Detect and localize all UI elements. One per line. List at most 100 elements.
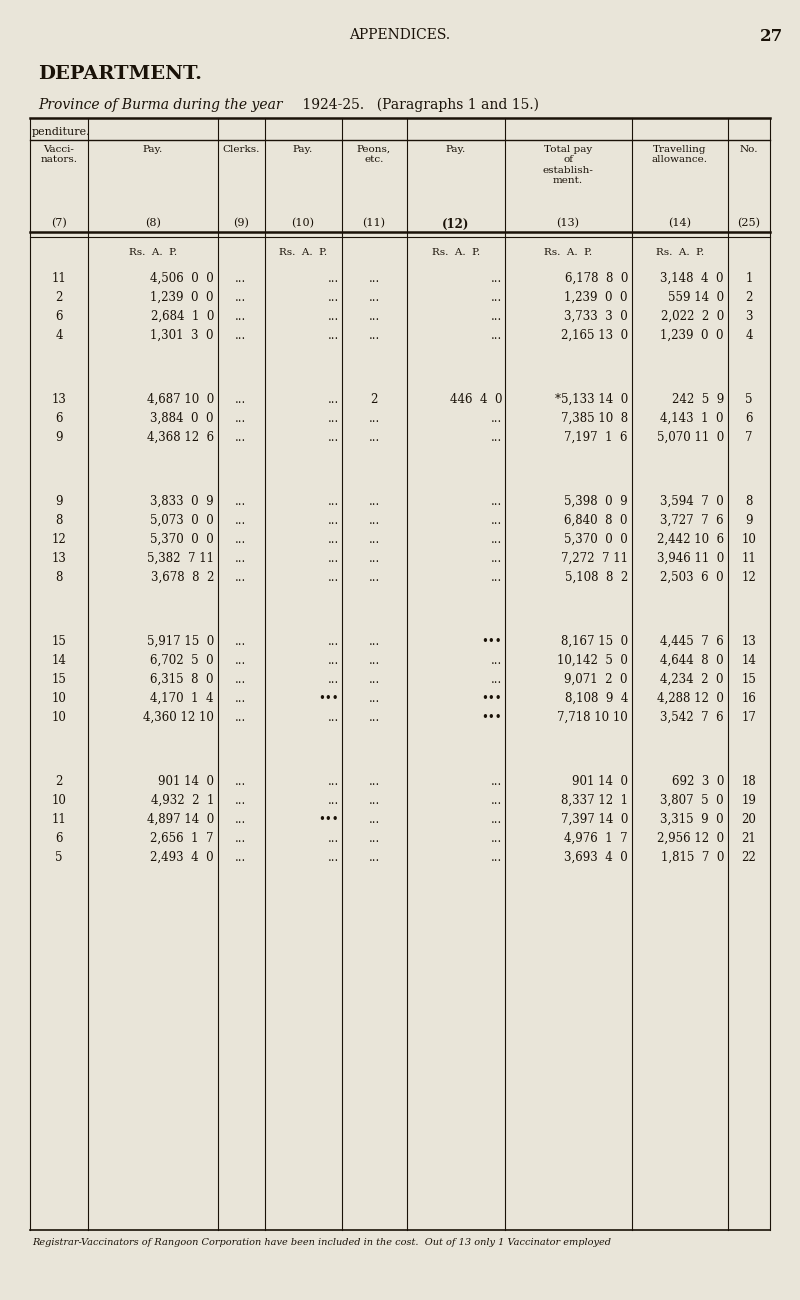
Text: 6: 6 <box>55 832 62 845</box>
Text: Peons,
etc.: Peons, etc. <box>357 146 391 164</box>
Text: Rs.  A.  P.: Rs. A. P. <box>432 248 480 257</box>
Text: *5,133 14  0: *5,133 14 0 <box>554 393 628 406</box>
Text: 14: 14 <box>742 654 757 667</box>
Text: 10: 10 <box>742 533 757 546</box>
Text: ...: ... <box>490 794 502 807</box>
Text: (7): (7) <box>51 218 67 229</box>
Text: ...: ... <box>328 552 339 566</box>
Text: 2,493  4  0: 2,493 4 0 <box>150 852 214 864</box>
Text: 6: 6 <box>746 412 753 425</box>
Text: 3,727  7  6: 3,727 7 6 <box>660 514 724 526</box>
Text: 5,382  7 11: 5,382 7 11 <box>147 552 214 566</box>
Text: ...: ... <box>235 832 246 845</box>
Text: 4: 4 <box>746 329 753 342</box>
Text: 2: 2 <box>370 393 378 406</box>
Text: ...: ... <box>235 514 246 526</box>
Text: Province of Burma during the year: Province of Burma during the year <box>38 98 282 112</box>
Text: 2: 2 <box>55 775 62 788</box>
Text: 9: 9 <box>746 514 753 526</box>
Text: ...: ... <box>328 673 339 686</box>
Text: 4,687 10  0: 4,687 10 0 <box>146 393 214 406</box>
Text: ...: ... <box>235 654 246 667</box>
Text: 559 14  0: 559 14 0 <box>668 291 724 304</box>
Text: (25): (25) <box>738 218 761 229</box>
Text: ...: ... <box>368 794 380 807</box>
Text: ...: ... <box>235 495 246 508</box>
Text: No.: No. <box>740 146 758 153</box>
Text: (Paragraphs 1 and 15.): (Paragraphs 1 and 15.) <box>368 98 539 112</box>
Text: 13: 13 <box>742 634 757 647</box>
Text: 4,932  2  1: 4,932 2 1 <box>150 794 214 807</box>
Text: 7,397 14  0: 7,397 14 0 <box>561 812 628 826</box>
Text: 5,108  8  2: 5,108 8 2 <box>565 571 628 584</box>
Text: (14): (14) <box>669 218 691 229</box>
Text: 3,807  5  0: 3,807 5 0 <box>660 794 724 807</box>
Text: (13): (13) <box>557 218 579 229</box>
Text: 5,070 11  0: 5,070 11 0 <box>657 432 724 445</box>
Text: 8: 8 <box>746 495 753 508</box>
Text: ...: ... <box>368 412 380 425</box>
Text: 5: 5 <box>746 393 753 406</box>
Text: •••: ••• <box>318 812 339 826</box>
Text: 12: 12 <box>52 533 66 546</box>
Text: 3,946 11  0: 3,946 11 0 <box>657 552 724 566</box>
Text: 20: 20 <box>742 812 757 826</box>
Text: ...: ... <box>490 654 502 667</box>
Text: 3,884  0  0: 3,884 0 0 <box>150 412 214 425</box>
Text: (10): (10) <box>291 218 314 229</box>
Text: 1924-25.: 1924-25. <box>298 98 364 112</box>
Text: 2,656  1  7: 2,656 1 7 <box>150 832 214 845</box>
Text: ...: ... <box>328 291 339 304</box>
Text: Vacci-
nators.: Vacci- nators. <box>41 146 78 164</box>
Text: 5,917 15  0: 5,917 15 0 <box>146 634 214 647</box>
Text: ...: ... <box>328 329 339 342</box>
Text: ...: ... <box>328 634 339 647</box>
Text: 11: 11 <box>742 552 756 566</box>
Text: •••: ••• <box>482 711 502 724</box>
Text: ...: ... <box>368 432 380 445</box>
Text: 5,370  0  0: 5,370 0 0 <box>564 533 628 546</box>
Text: 6,840  8  0: 6,840 8 0 <box>565 514 628 526</box>
Text: ...: ... <box>235 692 246 705</box>
Text: 6: 6 <box>55 412 62 425</box>
Text: 1: 1 <box>746 272 753 285</box>
Text: 4,644  8  0: 4,644 8 0 <box>660 654 724 667</box>
Text: 10: 10 <box>51 711 66 724</box>
Text: ...: ... <box>368 852 380 864</box>
Text: 446  4  0: 446 4 0 <box>450 393 502 406</box>
Text: 4,234  2  0: 4,234 2 0 <box>661 673 724 686</box>
Text: ...: ... <box>490 775 502 788</box>
Text: ...: ... <box>368 552 380 566</box>
Text: ...: ... <box>328 571 339 584</box>
Text: 2,956 12  0: 2,956 12 0 <box>657 832 724 845</box>
Text: Rs.  A.  P.: Rs. A. P. <box>279 248 327 257</box>
Text: 11: 11 <box>52 272 66 285</box>
Text: 10: 10 <box>51 692 66 705</box>
Text: ...: ... <box>368 309 380 322</box>
Text: 6,178  8  0: 6,178 8 0 <box>565 272 628 285</box>
Text: ...: ... <box>368 571 380 584</box>
Text: 3: 3 <box>746 309 753 322</box>
Text: 3,733  3  0: 3,733 3 0 <box>564 309 628 322</box>
Text: ...: ... <box>235 412 246 425</box>
Text: 4,143  1  0: 4,143 1 0 <box>661 412 724 425</box>
Text: 2,503  6  0: 2,503 6 0 <box>660 571 724 584</box>
Text: 901 14  0: 901 14 0 <box>158 775 214 788</box>
Text: 12: 12 <box>742 571 756 584</box>
Text: Pay.: Pay. <box>446 146 466 153</box>
Text: 9: 9 <box>55 495 62 508</box>
Text: 3,833  0  9: 3,833 0 9 <box>150 495 214 508</box>
Text: ...: ... <box>328 794 339 807</box>
Text: ...: ... <box>490 412 502 425</box>
Text: 4,976  1  7: 4,976 1 7 <box>564 832 628 845</box>
Text: ...: ... <box>490 291 502 304</box>
Text: ...: ... <box>328 775 339 788</box>
Text: penditure.: penditure. <box>32 127 90 136</box>
Text: ...: ... <box>328 654 339 667</box>
Text: 16: 16 <box>742 692 757 705</box>
Text: ...: ... <box>368 272 380 285</box>
Text: 3,594  7  0: 3,594 7 0 <box>660 495 724 508</box>
Text: 5,370  0  0: 5,370 0 0 <box>150 533 214 546</box>
Text: 8: 8 <box>55 571 62 584</box>
Text: ...: ... <box>490 309 502 322</box>
